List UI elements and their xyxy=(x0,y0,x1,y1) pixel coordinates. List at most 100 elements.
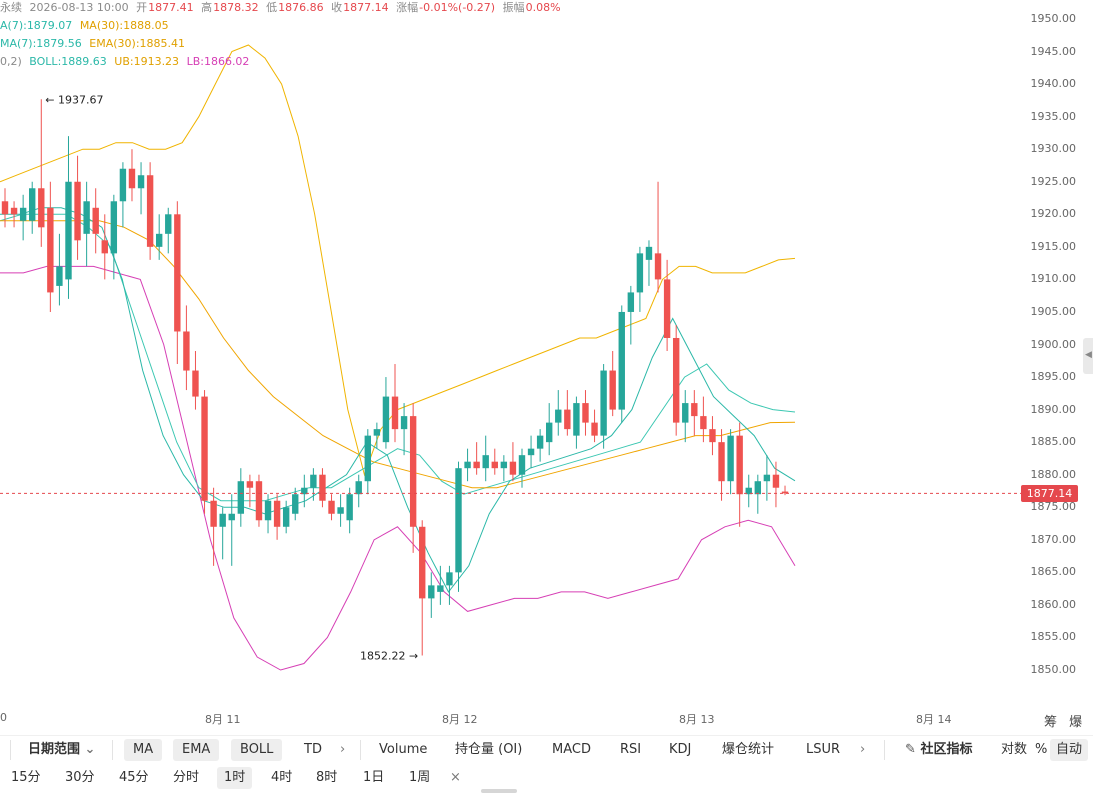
candle-body xyxy=(663,279,671,338)
price-tick: 1865.00 xyxy=(1030,565,1077,579)
candle-body xyxy=(137,175,145,189)
candle-body xyxy=(237,481,245,514)
interval-timeline[interactable]: 分时 xyxy=(173,770,200,785)
candle-body xyxy=(772,474,780,488)
candle-body xyxy=(155,233,163,247)
candle-body xyxy=(228,513,235,521)
x-label-edge: 0 xyxy=(0,711,7,724)
indicator-macd-button[interactable]: MACD xyxy=(552,742,591,757)
candle-body xyxy=(636,253,644,293)
chart-area[interactable]: ← 1937.67 1852.22 → 永续 2026-08-13 10:00 开… xyxy=(0,0,1025,705)
divider xyxy=(884,740,885,760)
indicator-toolbar: 日期范围 ⌄ MA EMA BOLL TD › Volume 持仓量 (OI) … xyxy=(0,735,1093,764)
indicator-volume-button[interactable]: Volume xyxy=(379,742,428,757)
candle-body xyxy=(754,481,762,495)
candle-body xyxy=(346,494,353,521)
indicator-ma-button[interactable]: MA xyxy=(124,739,163,761)
interval-8h[interactable]: 8时 xyxy=(316,770,338,785)
candle-body xyxy=(110,201,118,254)
indicator-kdj-button[interactable]: KDJ xyxy=(669,742,692,757)
interval-15m[interactable]: 15分 xyxy=(11,770,41,785)
interval-4h[interactable]: 4时 xyxy=(271,770,293,785)
legend-ma: A(7):1879.07 MA(30):1888.05 xyxy=(0,18,173,34)
indicator-liquidation-button[interactable]: 爆仓统计 xyxy=(722,742,775,757)
chevron-right-icon[interactable]: › xyxy=(860,742,866,757)
price-tick: 1905.00 xyxy=(1030,304,1077,318)
candle-body xyxy=(400,416,408,430)
chevron-right-icon[interactable]: › xyxy=(340,742,346,757)
candle-body xyxy=(473,461,480,469)
interval-1w[interactable]: 1周 xyxy=(409,770,431,785)
log-scale-button[interactable]: 对数 xyxy=(1001,742,1028,757)
indicator-td-button[interactable]: TD xyxy=(304,742,322,757)
candle-body xyxy=(74,181,81,241)
legend-low-label: 低 xyxy=(266,1,278,14)
candle-body xyxy=(264,500,272,521)
candle-body xyxy=(10,207,18,215)
candle-body xyxy=(328,500,335,514)
percent-scale-button[interactable]: % xyxy=(1035,742,1048,757)
interval-30m[interactable]: 30分 xyxy=(65,770,95,785)
indicator-line-ma7 xyxy=(0,207,796,593)
candle-body xyxy=(446,572,453,586)
price-tick: 1925.00 xyxy=(1030,174,1077,188)
candle-body xyxy=(92,207,99,234)
candle-body xyxy=(654,253,662,280)
candle-body xyxy=(419,526,426,599)
candle-body xyxy=(555,409,562,423)
legend-open-label: 开 xyxy=(136,1,148,14)
price-tick: 1850.00 xyxy=(1030,663,1077,676)
x-label-aug11: 8月 11 xyxy=(205,713,241,726)
community-indicators-button[interactable]: ✎ 社区指标 xyxy=(905,739,972,761)
candle-body xyxy=(527,448,535,456)
price-tick: 1940.00 xyxy=(1030,77,1077,91)
legend-boll: 0,2) BOLL:1889.63 UB:1913.23 LB:1866.02 xyxy=(0,54,253,70)
auto-scale-button[interactable]: 自动 xyxy=(1050,739,1089,761)
price-tick: 1910.00 xyxy=(1030,272,1077,286)
chips-liquidation-toggle[interactable]: 筹 爆 xyxy=(1044,715,1087,730)
legend-high: 1878.32 xyxy=(213,1,259,14)
candle-body xyxy=(29,188,36,221)
x-label-aug12: 8月 12 xyxy=(442,713,478,726)
close-icon[interactable]: × xyxy=(450,770,461,785)
price-axis[interactable]: 1950.00 1945.00 1940.00 1935.00 1930.00 1925.… xyxy=(1025,0,1093,705)
date-range-dropdown[interactable]: 日期范围 ⌄ xyxy=(28,739,95,761)
candle-body xyxy=(763,474,771,482)
price-tick: 1880.00 xyxy=(1030,467,1077,481)
candle-body xyxy=(337,507,344,514)
candle-body xyxy=(119,168,127,202)
candle-body xyxy=(273,500,281,527)
candle-body xyxy=(292,494,299,514)
indicator-oi-button[interactable]: 持仓量 (OI) xyxy=(455,742,523,757)
interval-1h[interactable]: 1时 xyxy=(217,767,253,789)
candle-body xyxy=(591,422,598,436)
legend-boll-ub: UB:1913.23 xyxy=(114,55,180,68)
candle-body xyxy=(201,396,208,501)
legend-datetime: 2026-08-13 10:00 xyxy=(29,1,129,14)
candle-body xyxy=(464,461,471,469)
candle-body xyxy=(128,168,136,189)
indicator-rsi-button[interactable]: RSI xyxy=(620,742,642,757)
panel-expand-handle[interactable]: ◀ xyxy=(1083,338,1093,374)
price-tick: 1860.00 xyxy=(1030,597,1077,611)
indicator-boll-button[interactable]: BOLL xyxy=(231,739,283,761)
candle-body xyxy=(56,266,63,286)
price-tick: 1890.00 xyxy=(1030,402,1077,416)
interval-45m[interactable]: 45分 xyxy=(119,770,149,785)
candle-body xyxy=(700,416,707,430)
candlestick-chart[interactable]: ← 1937.67 1852.22 → xyxy=(0,0,1025,705)
candle-body xyxy=(455,468,462,573)
price-tick: 1935.00 xyxy=(1030,109,1077,123)
legend-high-label: 高 xyxy=(201,1,213,14)
current-price-tag: 1877.14 xyxy=(1021,485,1078,502)
interval-1d[interactable]: 1日 xyxy=(363,770,385,785)
indicator-lsur-button[interactable]: LSUR xyxy=(806,742,841,757)
candle-body xyxy=(781,491,789,494)
candle-body xyxy=(482,455,489,469)
date-range-label: 日期范围 xyxy=(28,742,81,757)
candle-body xyxy=(409,416,417,527)
legend-boll-params: 0,2) xyxy=(0,55,22,68)
price-tick: 1930.00 xyxy=(1030,142,1077,156)
indicator-ema-button[interactable]: EMA xyxy=(173,739,220,761)
resize-grip[interactable] xyxy=(481,789,517,793)
